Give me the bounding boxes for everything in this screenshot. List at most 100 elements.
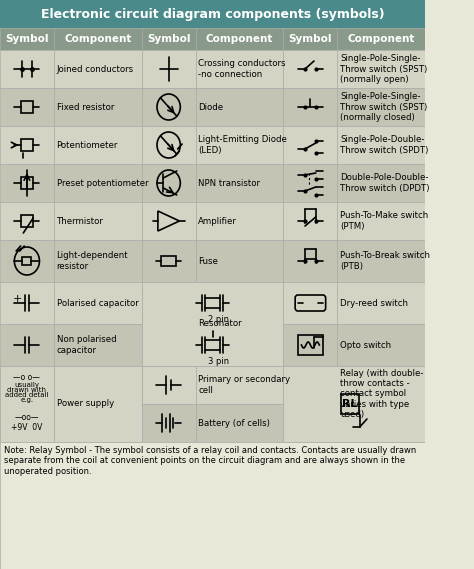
Bar: [0, 282, 54, 324]
Text: Push-To-Make switch
(PTM): Push-To-Make switch (PTM): [340, 211, 428, 230]
Bar: [54, 164, 142, 202]
Bar: [54, 50, 142, 88]
Text: Symbol: Symbol: [289, 34, 332, 44]
Text: Light-dependent
resistor: Light-dependent resistor: [56, 251, 128, 271]
Bar: [298, 335, 323, 355]
Text: Symbol: Symbol: [147, 34, 191, 44]
Text: Polarised capacitor: Polarised capacitor: [56, 299, 138, 307]
Bar: [0, 366, 54, 404]
Bar: [283, 50, 337, 88]
Text: added detail: added detail: [5, 392, 49, 398]
Bar: [196, 28, 283, 50]
Text: drawn with: drawn with: [8, 387, 46, 393]
Bar: [337, 366, 425, 404]
Text: Potentiometer: Potentiometer: [56, 141, 118, 150]
Text: Component: Component: [206, 34, 273, 44]
Bar: [283, 324, 337, 366]
Text: usually: usually: [14, 382, 39, 388]
Bar: [54, 366, 142, 442]
Text: Primary or secondary
cell: Primary or secondary cell: [198, 376, 291, 395]
Bar: [0, 202, 54, 240]
Bar: [283, 366, 337, 404]
Text: Component: Component: [347, 34, 415, 44]
Text: Symbol: Symbol: [5, 34, 49, 44]
Bar: [142, 282, 283, 366]
Bar: [283, 202, 337, 240]
Text: Crossing conductors
-no connection: Crossing conductors -no connection: [198, 59, 286, 79]
Bar: [283, 282, 337, 324]
Bar: [142, 126, 196, 164]
Bar: [21, 101, 33, 113]
Text: Fuse: Fuse: [198, 257, 218, 266]
Bar: [337, 404, 425, 442]
Text: NPN transistor: NPN transistor: [198, 179, 260, 188]
Bar: [337, 324, 425, 366]
Bar: [0, 88, 54, 126]
Bar: [196, 88, 283, 126]
Bar: [283, 28, 337, 50]
Bar: [21, 215, 33, 227]
Text: Single-Pole-Double-
Throw switch (SPDT): Single-Pole-Double- Throw switch (SPDT): [340, 135, 428, 155]
Bar: [54, 404, 142, 442]
Bar: [142, 28, 196, 50]
Text: Light-Emitting Diode
(LED): Light-Emitting Diode (LED): [198, 135, 287, 155]
Bar: [0, 28, 425, 50]
Bar: [0, 126, 54, 164]
Bar: [54, 366, 142, 404]
Bar: [0, 324, 54, 366]
Bar: [0, 442, 425, 569]
Bar: [0, 0, 425, 28]
Bar: [283, 240, 337, 282]
Bar: [283, 88, 337, 126]
Bar: [21, 177, 33, 189]
Text: RL: RL: [342, 399, 357, 409]
Text: Diode: Diode: [198, 102, 223, 112]
Bar: [142, 282, 196, 324]
Text: Relay (with double-
throw contacts -
contact symbol
varies with type
used): Relay (with double- throw contacts - con…: [340, 369, 423, 419]
Bar: [337, 88, 425, 126]
Bar: [196, 324, 283, 366]
Text: 3 pin: 3 pin: [208, 357, 229, 366]
Bar: [283, 366, 425, 442]
Text: Electronic circuit diagram components (symbols): Electronic circuit diagram components (s…: [41, 7, 384, 20]
Text: Push-To-Break switch
(PTB): Push-To-Break switch (PTB): [340, 251, 430, 271]
Text: Resonator: Resonator: [198, 320, 242, 328]
Bar: [196, 126, 283, 164]
Bar: [142, 366, 196, 404]
Bar: [142, 164, 196, 202]
Bar: [54, 202, 142, 240]
Bar: [283, 404, 337, 442]
Bar: [196, 164, 283, 202]
Bar: [283, 126, 337, 164]
Bar: [196, 366, 283, 404]
Bar: [0, 404, 54, 442]
Text: —oo—: —oo—: [15, 414, 39, 423]
Bar: [0, 240, 54, 282]
Bar: [196, 282, 283, 324]
Bar: [54, 240, 142, 282]
Text: Amplifier: Amplifier: [198, 216, 237, 225]
Bar: [142, 404, 196, 442]
Bar: [54, 324, 142, 366]
Bar: [142, 202, 196, 240]
Text: Note: Relay Symbol - The symbol consists of a relay coil and contacts. Contacts : Note: Relay Symbol - The symbol consists…: [4, 446, 417, 476]
Bar: [337, 50, 425, 88]
Bar: [0, 50, 54, 88]
Bar: [0, 164, 54, 202]
Text: —o o—: —o o—: [13, 373, 40, 381]
Text: Fixed resistor: Fixed resistor: [56, 102, 114, 112]
Text: Single-Pole-Single-
Throw switch (SPST)
(normally open): Single-Pole-Single- Throw switch (SPST) …: [340, 54, 427, 84]
Bar: [196, 202, 283, 240]
Text: Double-Pole-Double-
Throw switch (DPDT): Double-Pole-Double- Throw switch (DPDT): [340, 174, 429, 193]
Bar: [54, 28, 142, 50]
Text: Opto switch: Opto switch: [340, 340, 391, 349]
Text: Dry-reed switch: Dry-reed switch: [340, 299, 408, 307]
Text: Power supply: Power supply: [56, 399, 114, 409]
Text: Thermistor: Thermistor: [56, 216, 103, 225]
Text: Battery (of cells): Battery (of cells): [198, 419, 270, 427]
Bar: [341, 394, 359, 414]
Text: Single-Pole-Single-
Throw switch (SPST)
(normally closed): Single-Pole-Single- Throw switch (SPST) …: [340, 92, 427, 122]
Bar: [142, 240, 196, 282]
Bar: [0, 366, 54, 442]
Text: +9V  0V: +9V 0V: [11, 423, 43, 432]
